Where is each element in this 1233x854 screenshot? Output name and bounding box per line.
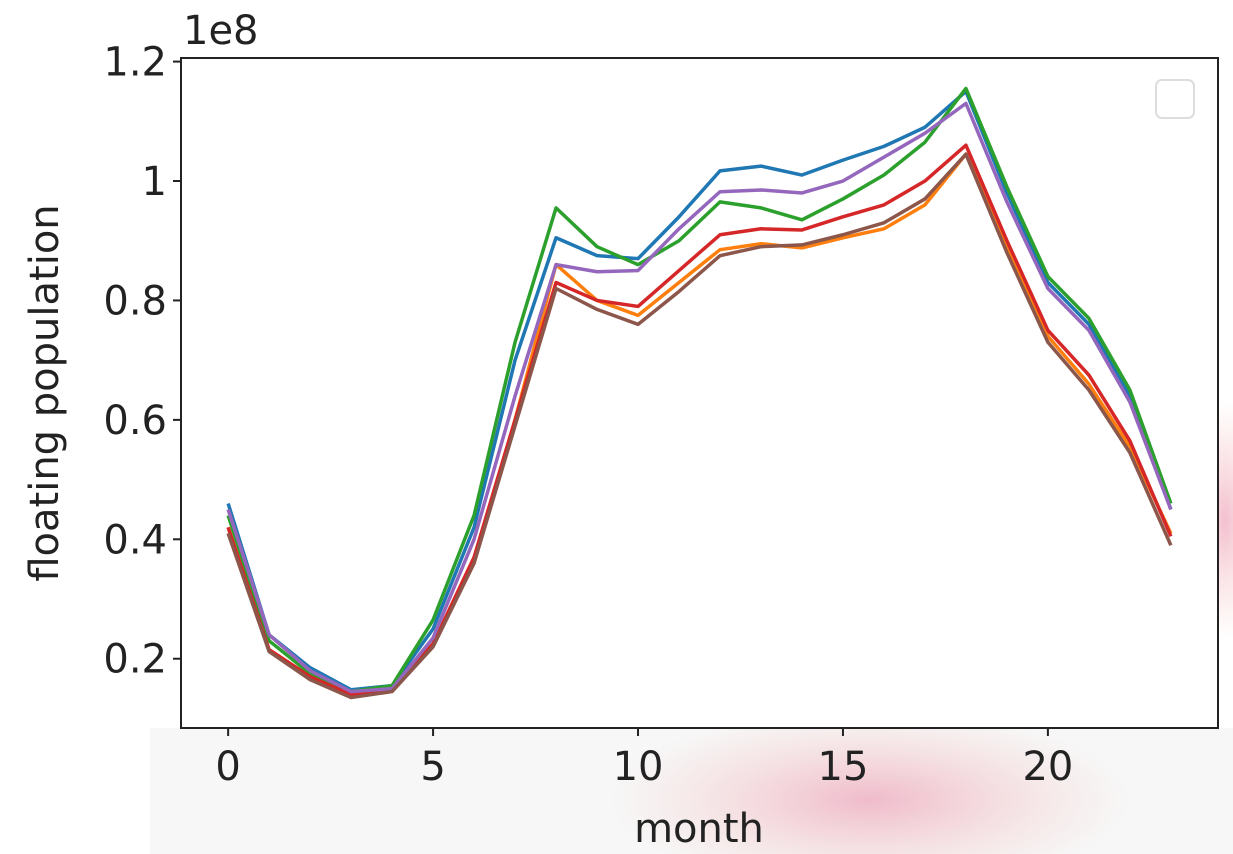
x-tick-label: 15: [818, 744, 869, 790]
x-tick-label: 20: [1022, 744, 1073, 790]
offset-text: 1e8: [183, 8, 259, 54]
y-tick-label: 0.2: [103, 637, 167, 683]
y-tick-label: 0.4: [103, 517, 167, 563]
line: [226, 152, 1173, 700]
y-axis-label: floating population: [22, 204, 68, 581]
y-tick-label: 0.8: [103, 278, 167, 324]
x-tick-label: 0: [215, 744, 240, 790]
x-tick-label: 10: [613, 744, 664, 790]
line: [226, 86, 1173, 694]
decoration: [610, 710, 1130, 854]
y-tick-label: 0.6: [103, 398, 167, 444]
y-tick-label: 1.2: [103, 40, 167, 86]
legend: [1155, 79, 1195, 119]
x-axis-label: month: [634, 806, 764, 852]
line: [226, 101, 1173, 694]
y-tick-label: 1: [142, 159, 167, 205]
x-tick-label: 5: [420, 744, 445, 790]
plot-area: [181, 58, 1218, 728]
axes-frame: [180, 57, 1219, 729]
